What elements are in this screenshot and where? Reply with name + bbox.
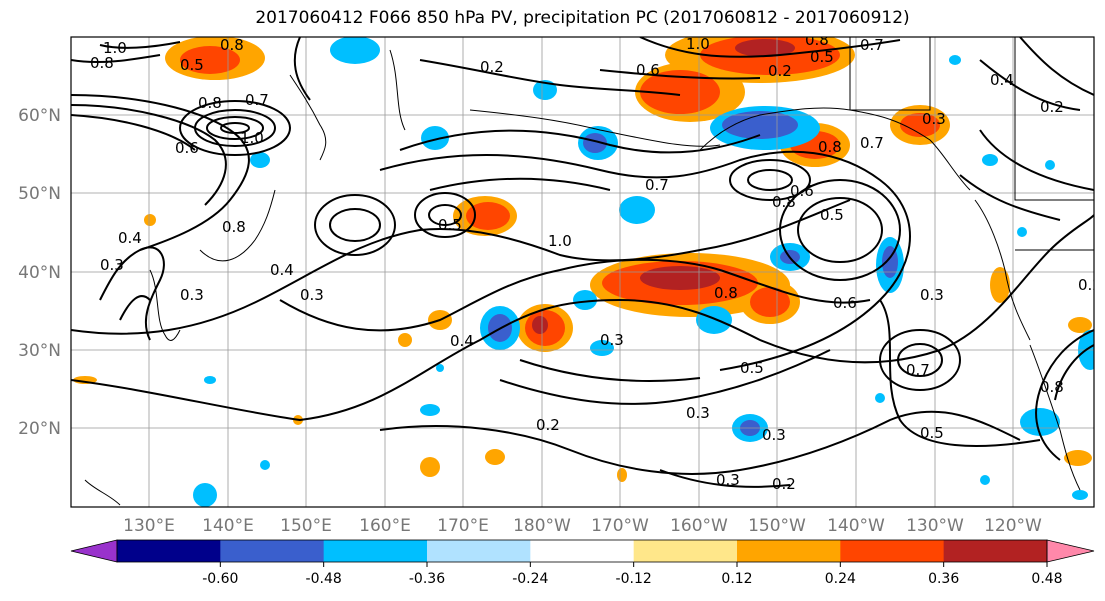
contour-label: 0.8 xyxy=(222,218,246,236)
lon-label: 150°W xyxy=(748,516,806,536)
longitude-labels: 130°E 140°E 150°E 160°E 170°E 180°W 170°… xyxy=(123,516,1042,536)
contour-label: 1.0 xyxy=(548,232,572,250)
contour-label: 0.8 xyxy=(198,94,222,112)
colorbar-outline xyxy=(116,539,1048,563)
colorbar-tick-label: -0.48 xyxy=(306,571,342,587)
lat-label: 40°N xyxy=(18,263,61,283)
contour-label: 0.3 xyxy=(300,286,324,304)
colorbar-segment xyxy=(840,540,945,562)
contour-label: 0.4 xyxy=(450,332,474,350)
colorbar-extend-low xyxy=(70,539,118,563)
colorbar-segment xyxy=(530,540,635,562)
contour-label: 0.8 xyxy=(818,138,842,156)
contour-label: 0.7 xyxy=(645,176,669,194)
colorbar-segment xyxy=(633,540,738,562)
colorbar-tick-label: -0.24 xyxy=(512,571,548,587)
contour-label: 0.3 xyxy=(762,426,786,444)
latitude-labels: 60°N 50°N 40°N 30°N 20°N xyxy=(18,106,61,439)
contour-label: 0.4 xyxy=(270,261,294,279)
contour-label: 0.7 xyxy=(860,36,884,54)
lon-label: 170°E xyxy=(437,516,489,536)
contour-label: 0.3 xyxy=(180,286,204,304)
colorbar: -0.60 -0.48 -0.36 -0.24 -0.12 0.12 0.24 0.36 0.4… xyxy=(70,539,1095,587)
pv-contours xyxy=(71,37,1094,488)
contour-label: 0.2 xyxy=(480,58,504,76)
contour-label: 0.7 xyxy=(860,134,884,152)
contour-label: 0.3 xyxy=(686,404,710,422)
contour-label: 0.5 xyxy=(740,359,764,377)
contour-label: 0.3 xyxy=(600,331,624,349)
colorbar-segment xyxy=(220,540,325,562)
contour-label: 0.3 xyxy=(100,256,124,274)
contour-label: 0.3 xyxy=(716,471,740,489)
contour-label: 0.8 xyxy=(1040,378,1064,396)
colorbar-segment xyxy=(737,540,841,562)
contour-label: 0.8 xyxy=(772,193,796,211)
contour-label: 0.4 xyxy=(990,71,1014,89)
contour-label: 0.3 xyxy=(922,110,946,128)
contour-label: 0.5 xyxy=(920,424,944,442)
contour-label: 0.5 xyxy=(810,48,834,66)
contour-label: 0.2 xyxy=(536,416,560,434)
contour-label: 0.6 xyxy=(790,182,814,200)
contour-label: 0.8 xyxy=(714,284,738,302)
colorbar-tick-label: -0.60 xyxy=(202,571,238,587)
colorbar-tick-label: 0.12 xyxy=(721,571,752,587)
contour-label: 0.7 xyxy=(245,91,269,109)
colorbar-segment xyxy=(117,540,221,562)
colorbar-segment xyxy=(943,540,1048,562)
contour-label: 0.5 xyxy=(180,56,204,74)
contour-label: 0.3 xyxy=(920,286,944,304)
contour-label: 0.4 xyxy=(118,229,142,247)
contour-label: 0.6 xyxy=(175,139,199,157)
contour-label: 1.0 xyxy=(103,39,127,57)
contour-label: 0.2 xyxy=(768,62,792,80)
contour-label: 1.0 xyxy=(240,129,264,147)
lat-label: 30°N xyxy=(18,341,61,361)
contour-label: 0.2 xyxy=(1040,98,1064,116)
colorbar-tick-label: -0.12 xyxy=(616,571,652,587)
lat-label: 50°N xyxy=(18,184,61,204)
contour-label: 0.6 xyxy=(833,294,857,312)
contour-label: 1.0 xyxy=(686,35,710,53)
contour-label: 0.6 xyxy=(636,61,660,79)
contour-label: 0.8 xyxy=(90,54,114,72)
lon-label: 150°E xyxy=(280,516,332,536)
contour-labels: 1.0 0.8 0.5 0.8 0.7 1.0 0.6 0.2 0.6 0.8 … xyxy=(90,31,1102,493)
lat-label: 60°N xyxy=(18,106,61,126)
contour-label: 0.7 xyxy=(906,361,930,379)
lat-label: 20°N xyxy=(18,419,61,439)
lon-label: 130°W xyxy=(906,516,964,536)
contour-label: 0.5 xyxy=(820,206,844,224)
lon-label: 140°E xyxy=(202,516,254,536)
plot-frame xyxy=(70,36,1095,508)
lon-label: 180°W xyxy=(513,516,571,536)
map-title: 2017060412 F066 850 hPa PV, precipitatio… xyxy=(255,8,910,28)
colorbar-tick-label: -0.36 xyxy=(409,571,445,587)
lon-label: 140°W xyxy=(827,516,885,536)
colorbar-extend-high xyxy=(1046,539,1095,563)
lon-label: 170°W xyxy=(591,516,649,536)
contour-label: 0.2 xyxy=(1078,276,1102,294)
contour-label: 0.5 xyxy=(438,216,462,234)
contour-label: 0.8 xyxy=(220,36,244,54)
contour-label: 0.2 xyxy=(772,475,796,493)
colorbar-segment xyxy=(427,540,531,562)
colorbar-segment xyxy=(323,540,428,562)
colorbar-tick-label: 0.36 xyxy=(928,571,959,587)
contour-label: 0.8 xyxy=(805,31,829,49)
colorbar-tick-label: 0.48 xyxy=(1031,571,1062,587)
lon-label: 130°E xyxy=(123,516,175,536)
lon-label: 120°W xyxy=(984,516,1042,536)
coastlines xyxy=(84,37,1094,506)
colorbar-tick-label: 0.24 xyxy=(825,571,856,587)
lon-label: 160°E xyxy=(359,516,411,536)
lon-label: 160°W xyxy=(670,516,728,536)
